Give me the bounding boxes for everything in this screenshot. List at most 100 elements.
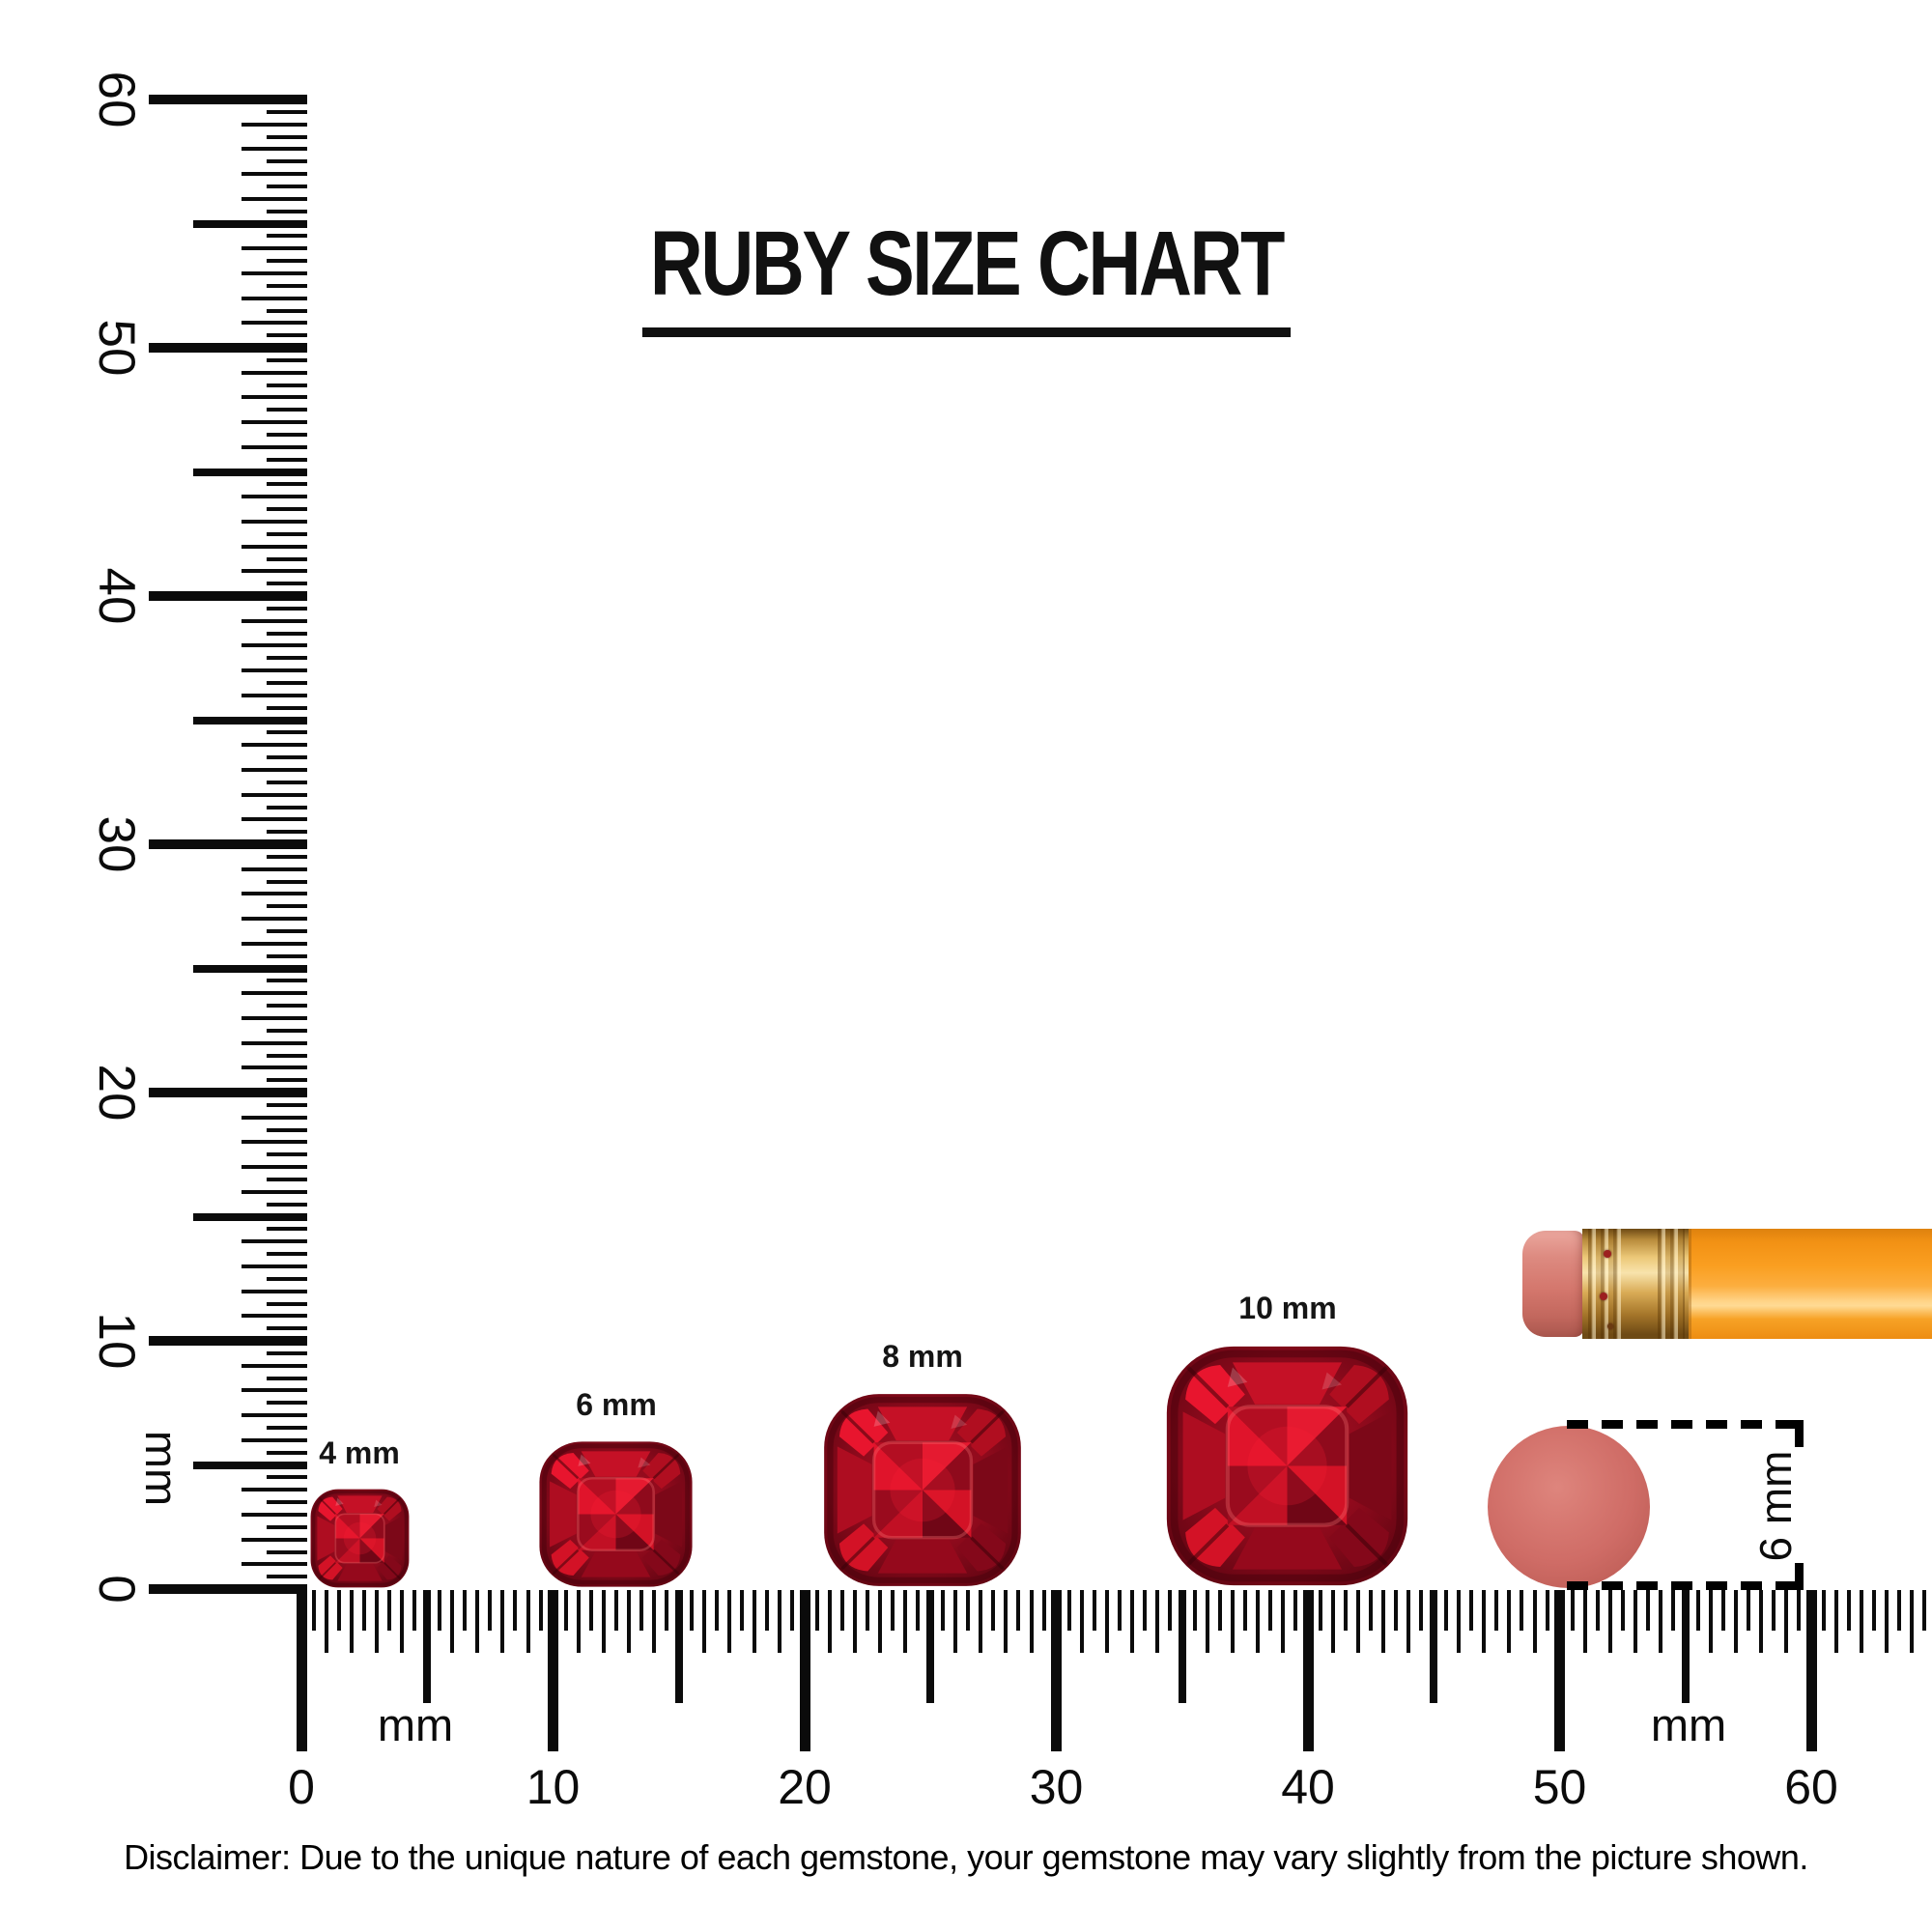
vertical-ruler-tick bbox=[242, 1115, 307, 1120]
vertical-ruler-tick bbox=[242, 817, 307, 822]
horizontal-ruler-tick bbox=[1381, 1590, 1386, 1653]
vertical-ruler-tick bbox=[267, 904, 307, 909]
measure-dashed-line-bottom bbox=[1567, 1581, 1804, 1590]
horizontal-ruler-tick bbox=[714, 1590, 719, 1631]
vertical-ruler-tick bbox=[242, 1289, 307, 1293]
horizontal-ruler-tick bbox=[1142, 1590, 1147, 1631]
horizontal-ruler-tick bbox=[375, 1590, 380, 1653]
measure-dash-stub-bottom-right bbox=[1795, 1563, 1804, 1590]
vertical-ruler-tick bbox=[267, 656, 307, 661]
horizontal-ruler-number: 0 bbox=[288, 1760, 315, 1814]
vertical-ruler-number: 60 bbox=[88, 71, 145, 128]
vertical-ruler-tick bbox=[267, 159, 307, 164]
horizontal-ruler-tick bbox=[1192, 1590, 1197, 1631]
vertical-ruler-tick bbox=[267, 929, 307, 933]
horizontal-ruler-tick bbox=[1595, 1590, 1600, 1631]
vertical-ruler-tick bbox=[242, 395, 307, 400]
eraser-disc-size-label: 6 mm bbox=[1750, 1450, 1801, 1562]
horizontal-ruler-tick bbox=[1406, 1590, 1411, 1653]
vertical-ruler-tick bbox=[193, 1461, 307, 1469]
vertical-ruler-tick bbox=[149, 1088, 307, 1097]
vertical-ruler-tick bbox=[242, 519, 307, 524]
horizontal-ruler-tick bbox=[1205, 1590, 1209, 1653]
vertical-ruler-tick bbox=[242, 122, 307, 127]
vertical-ruler-tick bbox=[242, 1388, 307, 1393]
vertical-ruler-tick bbox=[267, 185, 307, 188]
vertical-ruler-tick bbox=[242, 321, 307, 326]
horizontal-ruler-tick bbox=[1029, 1590, 1034, 1653]
horizontal-ruler-tick bbox=[1910, 1590, 1915, 1653]
ferrule-dot bbox=[1600, 1293, 1607, 1300]
vertical-ruler-tick bbox=[149, 591, 307, 601]
horizontal-ruler-tick bbox=[903, 1590, 908, 1653]
vertical-ruler-tick bbox=[267, 134, 307, 139]
vertical-ruler-tick bbox=[267, 953, 307, 958]
horizontal-ruler-tick bbox=[1154, 1590, 1159, 1653]
horizontal-ruler-number: 50 bbox=[1532, 1760, 1587, 1814]
horizontal-ruler-tick bbox=[1356, 1590, 1361, 1653]
horizontal-ruler-tick bbox=[362, 1590, 367, 1631]
vertical-ruler-tick bbox=[267, 1401, 307, 1406]
vertical-ruler-tick bbox=[267, 283, 307, 288]
measure-dash-stub-top-right bbox=[1795, 1420, 1804, 1447]
vertical-ruler-number: 30 bbox=[88, 815, 145, 873]
vertical-ruler-tick bbox=[242, 867, 307, 871]
vertical-ruler-tick bbox=[267, 234, 307, 239]
vertical-ruler-tick bbox=[267, 979, 307, 983]
horizontal-ruler-tick bbox=[1293, 1590, 1297, 1631]
vertical-ruler-number: 10 bbox=[88, 1312, 145, 1370]
horizontal-ruler-tick bbox=[475, 1590, 480, 1653]
horizontal-ruler-tick bbox=[1554, 1590, 1565, 1751]
vertical-ruler-tick bbox=[267, 755, 307, 760]
page-title: RUBY SIZE CHART bbox=[641, 215, 1291, 338]
vertical-ruler-tick bbox=[242, 1264, 307, 1268]
horizontal-ruler-tick bbox=[1771, 1590, 1776, 1631]
horizontal-ruler-tick bbox=[1444, 1590, 1449, 1631]
horizontal-ruler-number: 60 bbox=[1784, 1760, 1838, 1814]
horizontal-ruler-tick bbox=[526, 1590, 530, 1653]
horizontal-ruler-tick bbox=[778, 1590, 781, 1653]
horizontal-ruler-tick bbox=[563, 1590, 568, 1631]
vertical-ruler-tick bbox=[267, 556, 307, 561]
measure-dashed-line-top bbox=[1567, 1420, 1804, 1429]
horizontal-ruler-tick bbox=[726, 1590, 731, 1653]
horizontal-ruler-tick bbox=[1607, 1590, 1612, 1653]
vertical-ruler-tick bbox=[267, 1028, 307, 1033]
horizontal-ruler-tick bbox=[941, 1590, 946, 1631]
horizontal-ruler-tick bbox=[1922, 1590, 1927, 1631]
eraser-disc bbox=[1488, 1426, 1650, 1588]
horizontal-ruler-tick bbox=[1860, 1590, 1864, 1653]
vertical-ruler-tick bbox=[242, 370, 307, 375]
vertical-ruler-tick bbox=[242, 544, 307, 549]
vertical-ruler-tick bbox=[242, 892, 307, 896]
vertical-ruler-tick bbox=[242, 1189, 307, 1194]
pencil-eraser-tip bbox=[1522, 1231, 1584, 1337]
vertical-ruler-tick bbox=[149, 95, 307, 104]
vertical-ruler-tick bbox=[267, 1102, 307, 1107]
horizontal-ruler-tick bbox=[790, 1590, 794, 1631]
vertical-ruler-tick bbox=[242, 1413, 307, 1418]
horizontal-ruler-tick bbox=[1267, 1590, 1272, 1631]
vertical-ruler-tick bbox=[267, 482, 307, 487]
horizontal-ruler-tick bbox=[1805, 1590, 1817, 1751]
horizontal-ruler-tick bbox=[1822, 1590, 1826, 1631]
vertical-ruler-tick bbox=[242, 1065, 307, 1070]
horizontal-ruler-tick bbox=[764, 1590, 769, 1631]
horizontal-ruler-tick bbox=[1872, 1590, 1877, 1631]
vertical-ruler-tick bbox=[242, 1488, 307, 1492]
vertical-ruler-tick bbox=[242, 743, 307, 748]
vertical-ruler-number: 20 bbox=[88, 1064, 145, 1122]
horizontal-ruler-tick bbox=[325, 1590, 329, 1653]
vertical-ruler-tick bbox=[267, 433, 307, 437]
horizontal-ruler-tick bbox=[1797, 1590, 1801, 1631]
vertical-ruler-tick bbox=[149, 343, 307, 353]
vertical-ruler-tick bbox=[267, 1500, 307, 1504]
vertical-ruler-tick bbox=[267, 1524, 307, 1529]
vertical-ruler-tick bbox=[267, 1078, 307, 1083]
horizontal-ruler-tick bbox=[1066, 1590, 1071, 1631]
horizontal-ruler-tick bbox=[337, 1590, 342, 1631]
vertical-ruler-tick bbox=[267, 109, 307, 114]
vertical-ruler-tick bbox=[267, 582, 307, 586]
horizontal-ruler-tick bbox=[991, 1590, 996, 1631]
horizontal-ruler-tick bbox=[1016, 1590, 1021, 1631]
